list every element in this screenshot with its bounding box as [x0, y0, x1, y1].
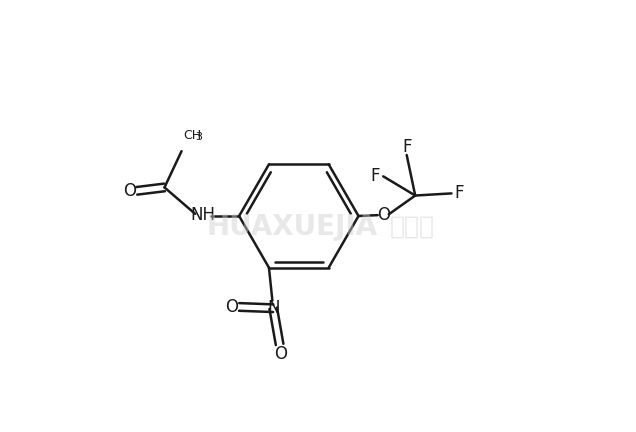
Text: F: F [371, 167, 380, 185]
Text: F: F [402, 138, 411, 156]
Text: O: O [377, 206, 390, 224]
Text: NH: NH [190, 206, 216, 224]
Text: HUAXUEJIA: HUAXUEJIA [207, 213, 378, 241]
Text: O: O [274, 345, 287, 363]
Text: CH: CH [183, 129, 202, 142]
Text: 化学加: 化学加 [389, 215, 434, 238]
Text: N: N [267, 299, 279, 317]
Text: O: O [225, 298, 238, 316]
Text: F: F [454, 184, 464, 203]
Text: 3: 3 [195, 132, 202, 142]
Text: O: O [123, 182, 137, 200]
